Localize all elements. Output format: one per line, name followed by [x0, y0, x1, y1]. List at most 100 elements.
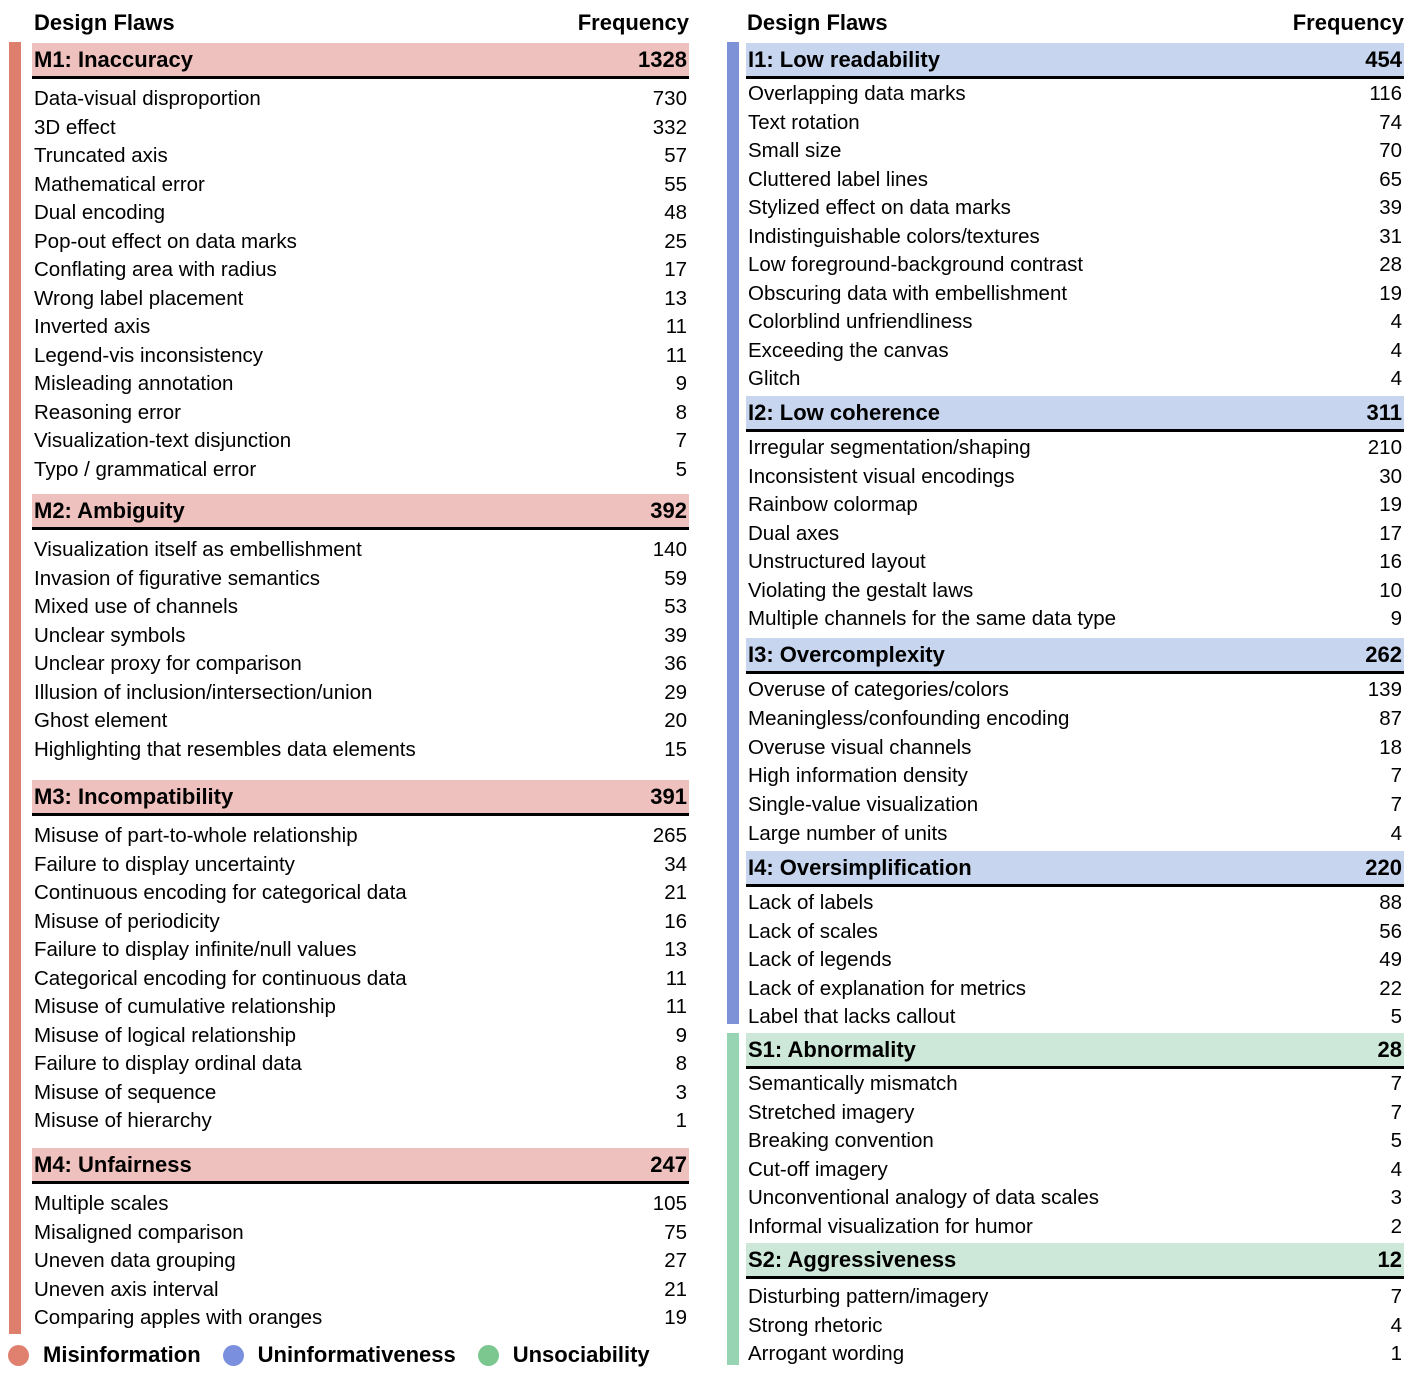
category-total: 391 — [650, 783, 687, 809]
flaw-row: Cluttered label lines 65 — [746, 166, 1404, 195]
flaw-name: Lack of legends — [748, 948, 892, 972]
flaw-frequency: 22 — [1379, 976, 1402, 1000]
flaw-name: Comparing apples with oranges — [34, 1306, 323, 1330]
flaw-name: Misuse of cumulative relationship — [34, 995, 336, 1019]
flaw-row: Failure to display infinite/null values 1… — [32, 936, 689, 965]
flaw-row: Strong rhetoric 4 — [746, 1312, 1404, 1341]
flaw-frequency: 7 — [1390, 1285, 1402, 1309]
flaw-frequency: 5 — [1390, 1005, 1402, 1029]
flaw-frequency: 87 — [1379, 707, 1402, 731]
flaw-frequency: 13 — [664, 938, 687, 962]
flaw-frequency: 9 — [675, 1023, 687, 1047]
flaw-name: Stretched imagery — [748, 1100, 915, 1124]
flaw-name: Overlapping data marks — [748, 82, 966, 106]
flaw-frequency: 21 — [664, 881, 687, 905]
flaw-frequency: 8 — [675, 400, 687, 424]
flaw-name: Strong rhetoric — [748, 1313, 883, 1337]
legend-item-misinformation: Misinformation — [8, 1342, 201, 1368]
flaw-row: Breaking convention 5 — [746, 1127, 1404, 1156]
flaw-name: Cluttered label lines — [748, 167, 929, 191]
category-title: S2: Aggressiveness — [748, 1246, 957, 1272]
category-header: I1: Low readability 454 — [746, 43, 1404, 79]
group-I1: I1: Low readability 454 Overlapping data m… — [746, 43, 1404, 394]
category-total: 262 — [1365, 641, 1402, 667]
flaw-name: Informal visualization for humor — [748, 1214, 1033, 1238]
flaw-name: Single-value visualization — [748, 793, 979, 817]
flaw-name: Data-visual disproportion — [34, 87, 261, 111]
category-title: S1: Abnormality — [748, 1036, 916, 1062]
flaw-frequency: 1 — [675, 1109, 687, 1133]
unsociability-bar — [727, 1033, 739, 1365]
flaw-frequency: 4 — [1390, 1313, 1402, 1337]
flaw-name: Misuse of hierarchy — [34, 1109, 212, 1133]
category-header: I3: Overcomplexity 262 — [746, 638, 1404, 674]
flaw-row: Overlapping data marks 116 — [746, 80, 1404, 109]
legend-item-unsociability: Unsociability — [477, 1342, 650, 1368]
category-title: M1: Inaccuracy — [34, 46, 193, 72]
group-M2: M2: Ambiguity 392 Visualization itself as … — [32, 494, 689, 764]
flaw-row: Misuse of periodicity 16 — [32, 908, 689, 937]
flaw-name: Truncated axis — [34, 144, 168, 168]
flaw-row: Arrogant wording 1 — [746, 1340, 1404, 1369]
flaw-name: Reasoning error — [34, 400, 181, 424]
flaw-row: Lack of scales 56 — [746, 918, 1404, 947]
flaw-row: Wrong label placement 13 — [32, 285, 689, 314]
category-total: 220 — [1365, 854, 1402, 880]
flaw-frequency: 30 — [1379, 464, 1402, 488]
category-total: 311 — [1366, 399, 1403, 425]
flaw-name: Categorical encoding for continuous data — [34, 966, 407, 990]
flaw-name: Lack of explanation for metrics — [748, 976, 1027, 1000]
flaw-name: Dual encoding — [34, 201, 166, 225]
flaw-row: Stylized effect on data marks 39 — [746, 194, 1404, 223]
flaw-frequency: 59 — [664, 566, 687, 590]
flaw-name: Failure to display infinite/null values — [34, 938, 357, 962]
category-title: M4: Unfairness — [34, 1151, 192, 1177]
flaw-name: Stylized effect on data marks — [748, 196, 1011, 220]
flaw-frequency: 13 — [664, 286, 687, 310]
flaw-name: Misleading annotation — [34, 372, 234, 396]
column-header-flaws: Design Flaws — [34, 10, 175, 35]
flaw-name: Breaking convention — [748, 1129, 934, 1153]
flaw-name: Ghost element — [34, 709, 168, 733]
flaw-name: Unclear proxy for comparison — [34, 652, 302, 676]
flaw-row: Visualization itself as embellishment 140 — [32, 536, 689, 565]
flaw-name: Lack of scales — [748, 919, 878, 943]
flaw-name: Arrogant wording — [748, 1342, 905, 1366]
flaw-row: Typo / grammatical error 5 — [32, 456, 689, 485]
flaw-name: Unclear symbols — [34, 623, 186, 647]
flaw-frequency: 57 — [664, 144, 687, 168]
flaw-frequency: 105 — [652, 1192, 687, 1216]
flaw-frequency: 19 — [1379, 493, 1402, 517]
flaw-frequency: 21 — [664, 1277, 687, 1301]
flaw-row: Multiple scales 105 — [32, 1190, 689, 1219]
flaw-frequency: 25 — [664, 229, 687, 253]
category-header: M4: Unfairness 247 — [32, 1148, 689, 1184]
column-header-frequency: Frequency — [577, 10, 689, 35]
category-title: M3: Incompatibility — [34, 783, 234, 809]
flaw-frequency: 39 — [1379, 196, 1402, 220]
flaw-frequency: 34 — [664, 852, 687, 876]
flaw-frequency: 16 — [664, 909, 687, 933]
category-total: 28 — [1377, 1036, 1402, 1062]
flaw-row: Overuse of categories/colors 139 — [746, 676, 1404, 705]
flaw-frequency: 7 — [675, 429, 687, 453]
flaw-row: Illusion of inclusion/intersection/union… — [32, 679, 689, 708]
group-I2: I2: Low coherence 311 Irregular segmentati… — [746, 396, 1404, 634]
group-S2: S2: Aggressiveness 12 Disturbing pattern/i… — [746, 1243, 1404, 1369]
flaw-row: Uneven data grouping 27 — [32, 1247, 689, 1276]
flaw-name: Disturbing pattern/imagery — [748, 1285, 989, 1309]
flaw-frequency: 29 — [664, 680, 687, 704]
flaw-row: Colorblind unfriendliness 4 — [746, 308, 1404, 337]
misinformation-bar — [9, 42, 21, 1334]
flaw-row: Small size 70 — [746, 137, 1404, 166]
column-header-flaws: Design Flaws — [747, 10, 888, 35]
flaw-frequency: 5 — [1390, 1129, 1402, 1153]
flaw-row: Meaningless/confounding encoding 87 — [746, 705, 1404, 734]
flaw-name: Semantically mismatch — [748, 1072, 958, 1096]
flaw-row: Categorical encoding for continuous data… — [32, 965, 689, 994]
unsociability-dot-icon — [477, 1344, 499, 1366]
flaw-frequency: 140 — [652, 538, 687, 562]
flaw-row: Mixed use of channels 53 — [32, 593, 689, 622]
flaw-name: Unconventional analogy of data scales — [748, 1186, 1100, 1210]
flaw-name: Pop-out effect on data marks — [34, 229, 297, 253]
